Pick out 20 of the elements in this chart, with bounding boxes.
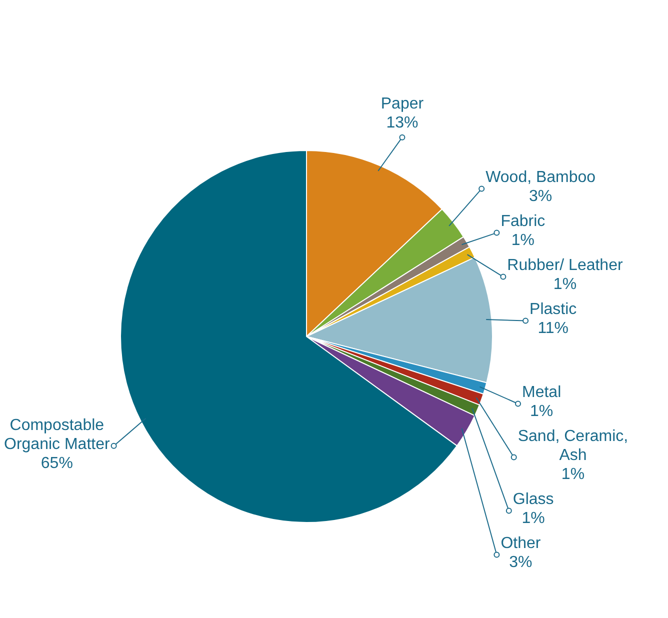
slice-label: Paper — [380, 96, 424, 113]
slice-label: Other — [500, 535, 542, 552]
data-label: 3% — [509, 554, 532, 572]
data-label: 1% — [522, 510, 545, 528]
slice-label: Plastic — [530, 301, 577, 318]
slice-label: Fabric — [500, 213, 546, 230]
slice-label: Metal — [522, 384, 562, 402]
slice-label: Sand, Ceramic, Ash — [518, 428, 628, 464]
data-label: 1% — [511, 232, 534, 250]
slice-label: Compostable Organic Matter — [4, 416, 110, 453]
data-label: 3% — [529, 188, 552, 206]
slice-label: Glass — [512, 491, 554, 508]
data-label: 65% — [40, 454, 73, 472]
slice-label: Rubber/ Leather — [507, 257, 624, 274]
data-label: 13% — [386, 114, 418, 132]
slice-label: Wood, Bamboo — [486, 169, 596, 186]
data-label: 1% — [561, 466, 585, 484]
data-label: 11% — [538, 320, 569, 338]
data-label: 1% — [553, 276, 577, 294]
data-label: 1% — [530, 403, 554, 420]
